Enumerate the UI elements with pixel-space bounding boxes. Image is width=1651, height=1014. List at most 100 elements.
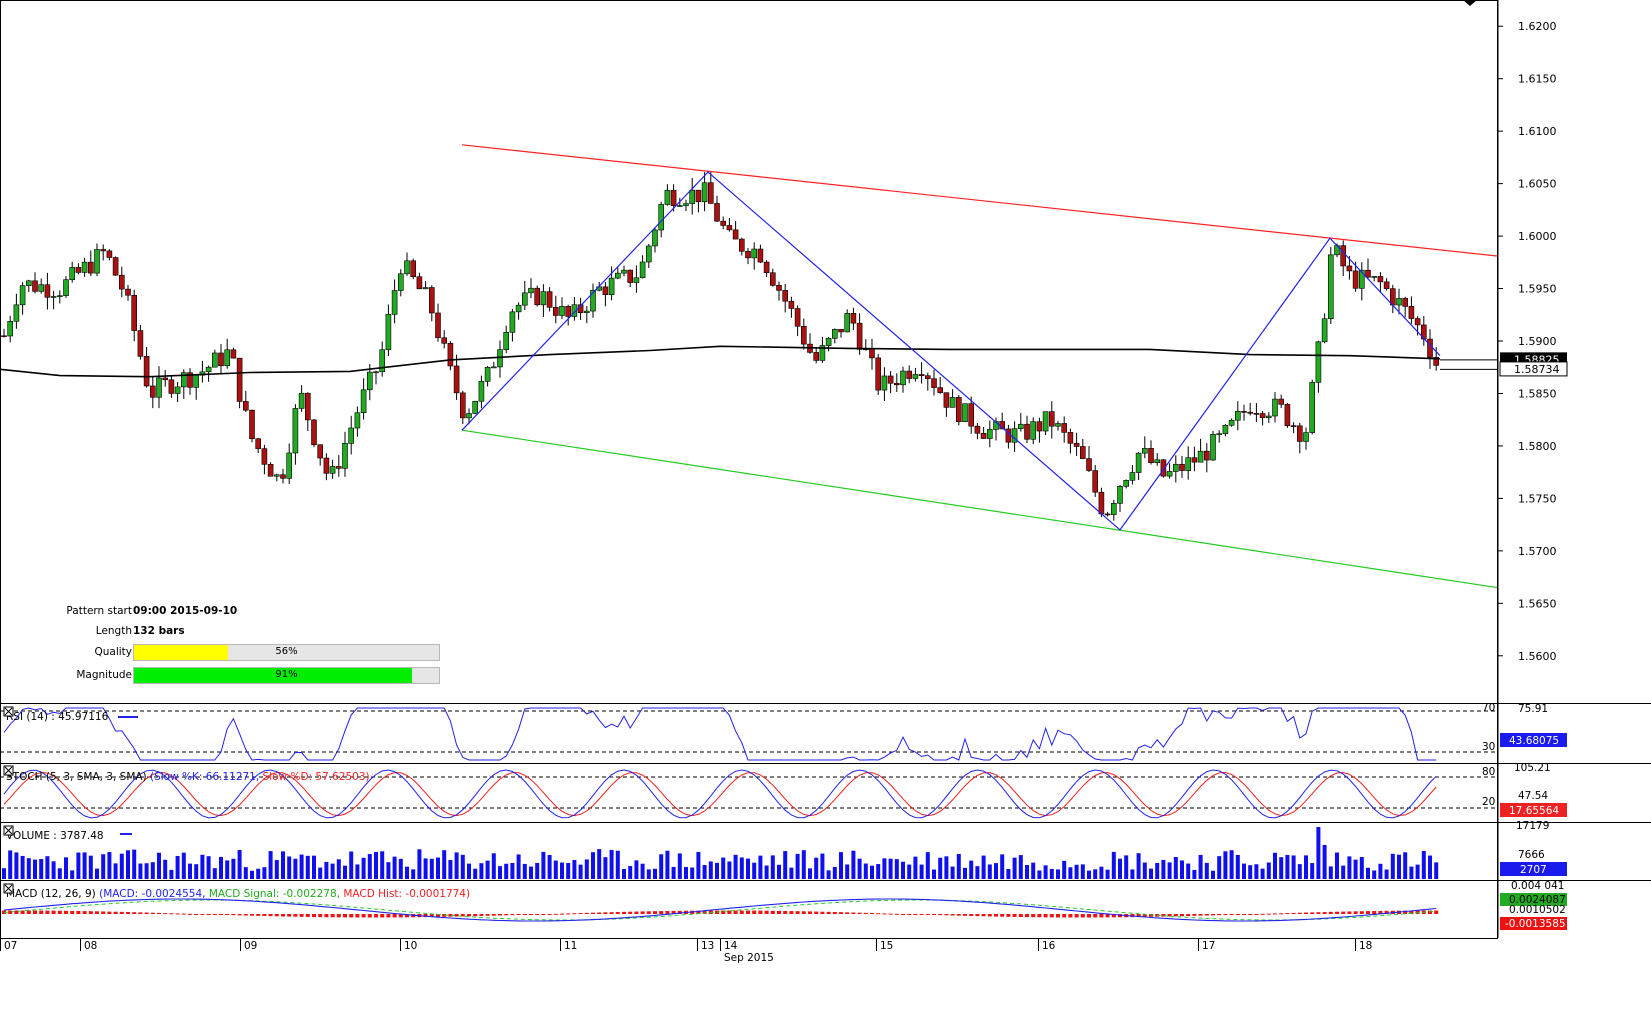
- candle-body: [931, 378, 937, 388]
- volume-bar: [262, 867, 267, 879]
- volume-bar: [33, 859, 37, 879]
- length-label: Length: [95, 625, 132, 637]
- candle-body: [788, 300, 795, 309]
- macd-hist-bar: [51, 910, 56, 914]
- macd-hist-bar: [355, 914, 360, 918]
- volume-bar: [1099, 866, 1104, 879]
- candle-body: [732, 229, 739, 240]
- price-tick-label: 1.6100: [1518, 125, 1557, 138]
- candle-body: [900, 370, 906, 386]
- macd-hist-bar: [1403, 910, 1408, 914]
- macd-hist-bar: [1384, 910, 1389, 914]
- price-tick-label: 1.5600: [1518, 650, 1557, 663]
- candle-body: [794, 308, 801, 327]
- volume-bar: [727, 861, 732, 879]
- candle-body: [94, 249, 100, 274]
- macd-hist-bar: [299, 914, 304, 917]
- volume-bar: [1347, 856, 1352, 879]
- stoch-20-label: 20: [1482, 796, 1495, 808]
- macd-hist-bar: [932, 914, 936, 915]
- candle-body: [1297, 425, 1303, 442]
- candle-body: [243, 401, 249, 411]
- volume-bar: [987, 864, 992, 879]
- volume-bar: [603, 857, 608, 879]
- candle-body: [472, 400, 479, 414]
- candle-body: [1191, 457, 1198, 463]
- candle-body: [1321, 318, 1328, 343]
- candle-body: [19, 285, 26, 306]
- volume-value-box: [1500, 862, 1567, 876]
- macd-hist-bar: [510, 914, 515, 916]
- macd-hist-bar: [157, 912, 161, 914]
- candle-body: [1148, 448, 1154, 463]
- candle-body: [1117, 486, 1123, 504]
- volume-bar: [336, 859, 341, 879]
- macd-hist-bar: [1037, 914, 1042, 918]
- volume-bar: [1291, 855, 1296, 879]
- macd-hist-bar: [535, 914, 540, 915]
- macd-hist-bar: [839, 912, 843, 914]
- macd-hist-bar: [622, 911, 626, 914]
- volume-bar: [138, 863, 143, 879]
- candle-body: [1346, 265, 1353, 272]
- candle-body: [100, 249, 106, 252]
- volume-bar: [442, 850, 447, 879]
- volume-bar: [1378, 863, 1383, 879]
- candle-body: [1135, 452, 1142, 473]
- macd-hist-bar: [113, 911, 118, 914]
- candle-body: [1309, 382, 1315, 433]
- volume-bar: [1297, 864, 1302, 879]
- candle-body: [236, 357, 243, 402]
- candle-body: [769, 272, 776, 286]
- macd-hist-bar: [181, 913, 186, 915]
- volume-bar: [274, 860, 279, 879]
- volume-bar: [839, 852, 843, 879]
- volume-bar: [789, 867, 794, 879]
- candle-body: [63, 279, 69, 296]
- macd-hist-bar: [925, 914, 930, 915]
- candle-body: [986, 429, 993, 439]
- candle-body: [261, 448, 268, 465]
- volume-bar: [76, 852, 81, 879]
- macd-hist-bar: [1180, 914, 1184, 917]
- candle-body: [1383, 281, 1390, 289]
- macd-hist-bar: [367, 914, 372, 918]
- volume-bar: [107, 852, 112, 879]
- macd-hist-bar: [702, 910, 707, 914]
- macd-hist-bar: [8, 910, 13, 914]
- volume-bar: [808, 868, 812, 879]
- candle-body: [150, 385, 156, 398]
- volume-bar: [498, 866, 502, 879]
- candle-body: [720, 220, 727, 226]
- macd-hist-bar: [132, 912, 137, 914]
- candle-body: [695, 189, 702, 203]
- macd-hist-bar: [76, 910, 81, 914]
- macd-hist-bar: [312, 914, 316, 918]
- candle-body: [224, 349, 230, 367]
- volume-bar: [1037, 870, 1042, 879]
- candle-body: [1241, 411, 1247, 413]
- candle-body: [1371, 276, 1377, 278]
- price-tick-label: 1.5800: [1518, 440, 1557, 453]
- macd-hist-bar: [516, 914, 521, 915]
- macd-hist-bar: [987, 914, 992, 917]
- macd-hist-bar: [1341, 911, 1346, 914]
- volume-bar: [1341, 865, 1346, 879]
- candle-body: [1352, 270, 1359, 289]
- candle-body: [1142, 448, 1148, 454]
- candle-body: [974, 425, 981, 434]
- volume-bar: [1068, 867, 1073, 879]
- candle-body: [1036, 421, 1043, 432]
- volume-bar: [851, 850, 856, 879]
- macd-hist-bar: [1192, 914, 1197, 916]
- macd-hist-bar: [603, 912, 608, 914]
- rsi-value: 43.68075: [1509, 735, 1559, 747]
- candle-body: [360, 389, 367, 414]
- channel-lower-line: [461, 429, 1498, 589]
- volume-bar: [1335, 852, 1339, 879]
- candle-body: [1359, 269, 1365, 289]
- macd-hist-bar: [994, 914, 998, 917]
- volume-bar: [975, 866, 980, 879]
- volume-bar: [1080, 864, 1085, 879]
- macd-hist-bar: [1322, 912, 1327, 914]
